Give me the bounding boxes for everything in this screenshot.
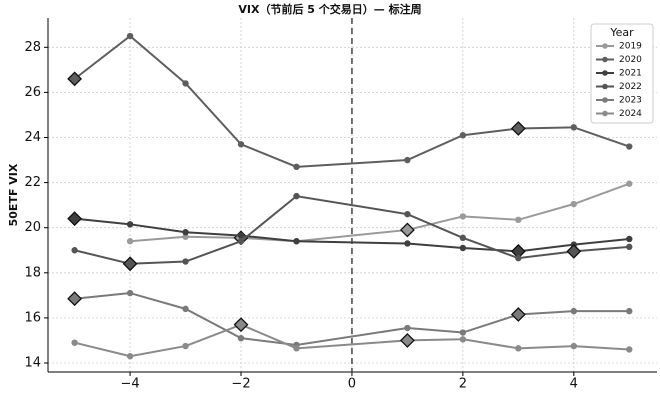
data-point xyxy=(182,233,189,240)
series-line xyxy=(74,292,630,346)
data-point xyxy=(237,334,245,342)
data-point xyxy=(126,221,134,228)
data-point xyxy=(126,238,134,245)
data-point xyxy=(293,163,300,171)
y-tick-label: 18 xyxy=(24,265,41,280)
data-point xyxy=(182,229,189,236)
y-axis-label: 50ETF VIX xyxy=(7,163,20,226)
highlight-marker xyxy=(122,256,138,272)
data-point xyxy=(459,213,467,220)
legend-label: 2021 xyxy=(619,69,642,79)
x-tick-label: −2 xyxy=(231,377,250,392)
data-point xyxy=(626,143,633,150)
x-tick-label: 4 xyxy=(570,377,578,392)
data-point xyxy=(126,353,134,360)
y-tick-label: 20 xyxy=(24,220,41,235)
series-line xyxy=(74,323,630,358)
data-point xyxy=(626,307,633,315)
chart-title: VIX（节前后 5 个交易日）— 标注周 xyxy=(238,2,421,16)
data-point xyxy=(71,339,78,346)
data-point xyxy=(626,180,633,187)
y-tick-label: 28 xyxy=(24,40,41,55)
legend-title: Year xyxy=(609,26,634,39)
series-line xyxy=(74,34,630,168)
y-tick-label: 22 xyxy=(24,175,41,190)
data-point xyxy=(237,232,245,239)
highlight-marker xyxy=(233,317,249,333)
data-point xyxy=(626,243,633,251)
x-tick-label: −4 xyxy=(121,377,140,392)
highlight-marker xyxy=(399,222,415,238)
data-point xyxy=(126,289,134,297)
series-line xyxy=(74,195,630,265)
x-tick-label: 0 xyxy=(348,377,356,392)
highlight-marker xyxy=(67,291,83,307)
y-tick-label: 24 xyxy=(24,130,41,145)
data-point xyxy=(459,132,467,139)
highlight-marker xyxy=(510,307,526,322)
series-line xyxy=(74,217,630,253)
data-point xyxy=(459,329,467,336)
data-point xyxy=(515,254,522,262)
data-point xyxy=(459,336,467,343)
data-point xyxy=(404,324,411,332)
data-point xyxy=(404,156,411,164)
highlight-marker xyxy=(510,121,526,136)
legend-label: 2024 xyxy=(619,109,642,119)
data-point xyxy=(182,305,189,313)
data-point xyxy=(570,342,578,350)
data-point xyxy=(570,200,578,208)
data-point xyxy=(515,345,522,352)
highlight-marker xyxy=(566,243,582,259)
y-tick-label: 26 xyxy=(24,85,41,100)
highlight-marker xyxy=(399,333,415,348)
data-point xyxy=(126,32,134,40)
data-point xyxy=(404,240,411,247)
y-tick-label: 16 xyxy=(24,310,41,325)
data-point xyxy=(459,234,467,242)
data-point xyxy=(237,238,245,245)
data-point xyxy=(237,141,245,148)
data-point xyxy=(293,238,300,245)
data-point xyxy=(71,247,78,254)
x-tick-label: 2 xyxy=(459,377,467,392)
legend-label: 2023 xyxy=(619,96,642,106)
data-point xyxy=(626,346,633,353)
data-point xyxy=(293,345,300,352)
data-point xyxy=(293,192,300,200)
legend-swatch-marker xyxy=(602,70,608,76)
data-point xyxy=(404,210,411,218)
legend-swatch-marker xyxy=(602,97,608,103)
data-point xyxy=(459,244,467,252)
legend-label: 2022 xyxy=(619,82,642,92)
highlight-marker xyxy=(67,211,83,227)
data-point xyxy=(182,342,189,350)
legend-swatch-marker xyxy=(602,110,608,117)
highlight-marker xyxy=(67,71,83,87)
data-point xyxy=(182,258,189,265)
data-point xyxy=(570,124,578,131)
data-point xyxy=(515,216,522,224)
legend-label: 2019 xyxy=(619,42,642,52)
legend-swatch-marker xyxy=(602,56,608,63)
data-point xyxy=(570,307,578,315)
legend-swatch-marker xyxy=(602,83,608,90)
y-tick-label: 14 xyxy=(24,355,41,370)
legend-label: 2020 xyxy=(619,55,642,65)
data-point xyxy=(182,80,189,87)
legend-swatch-marker xyxy=(602,43,608,49)
data-point xyxy=(626,235,633,243)
